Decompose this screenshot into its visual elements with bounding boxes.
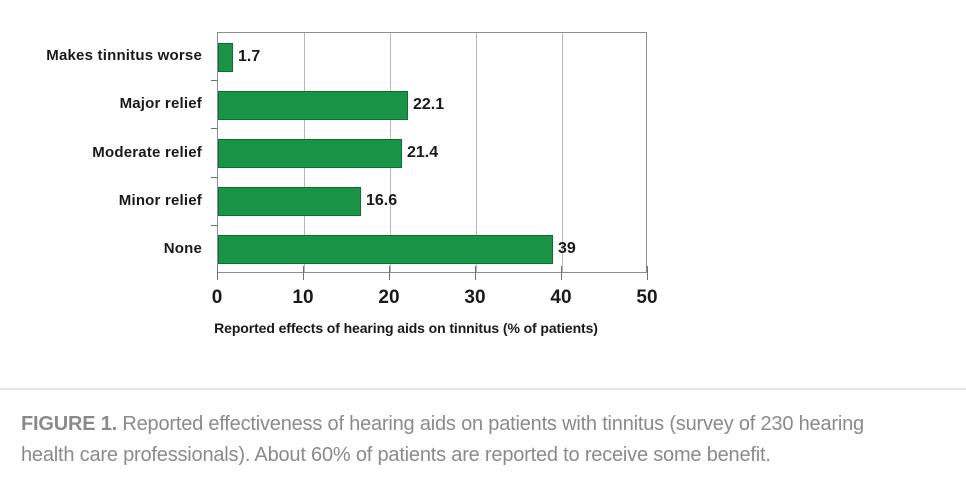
x-axis-tick-10 (303, 266, 304, 280)
x-axis-tick-0 (217, 266, 218, 280)
x-tick-label-30: 30 (464, 287, 486, 308)
gridline-40 (562, 33, 563, 272)
caption-text-line-2: health care professionals). About 60% of… (21, 444, 771, 466)
x-axis-title: Reported effects of hearing aids on tinn… (214, 320, 598, 336)
x-axis-tick-50 (647, 266, 648, 280)
value-label-none: 39 (558, 239, 576, 257)
gridline-30 (476, 33, 477, 272)
x-tick-label-40: 40 (550, 287, 572, 308)
caption-text-line-1: Reported effectiveness of hearing aids o… (122, 413, 864, 435)
category-label-makes-tinnitus-worse: Makes tinnitus worse (46, 47, 202, 65)
bar-moderate-relief (218, 139, 402, 168)
x-tick-label-0: 0 (211, 287, 223, 308)
category-label-none: None (163, 239, 202, 257)
bar-makes-tinnitus-worse (218, 43, 233, 72)
figure-caption: FIGURE 1. Reported effectiveness of hear… (21, 409, 951, 471)
value-label-makes-tinnitus-worse: 1.7 (238, 47, 261, 65)
figure-number-label: FIGURE 1. (21, 413, 117, 435)
category-label-major-relief: Major relief (119, 95, 202, 113)
category-label-moderate-relief: Moderate relief (92, 143, 202, 161)
x-axis-tick-20 (389, 266, 390, 280)
x-tick-label-20: 20 (378, 287, 400, 308)
bar-minor-relief (218, 187, 361, 216)
x-tick-label-10: 10 (292, 287, 314, 308)
x-tick-label-50: 50 (636, 287, 658, 308)
caption-divider (0, 388, 966, 390)
y-axis-tick-1 (211, 80, 217, 81)
y-axis-tick-3 (211, 177, 217, 178)
y-axis-tick-2 (211, 128, 217, 129)
x-axis-tick-40 (561, 266, 562, 280)
category-label-minor-relief: Minor relief (118, 191, 202, 209)
y-axis-tick-4 (211, 225, 217, 226)
plot-area (217, 32, 647, 273)
bar-none (218, 235, 553, 264)
x-axis-tick-30 (475, 266, 476, 280)
value-label-minor-relief: 16.6 (366, 191, 398, 209)
bar-major-relief (218, 91, 408, 120)
caption-line-1: FIGURE 1. Reported effectiveness of hear… (21, 409, 951, 440)
value-label-major-relief: 22.1 (413, 95, 445, 113)
value-label-moderate-relief: 21.4 (407, 143, 439, 161)
